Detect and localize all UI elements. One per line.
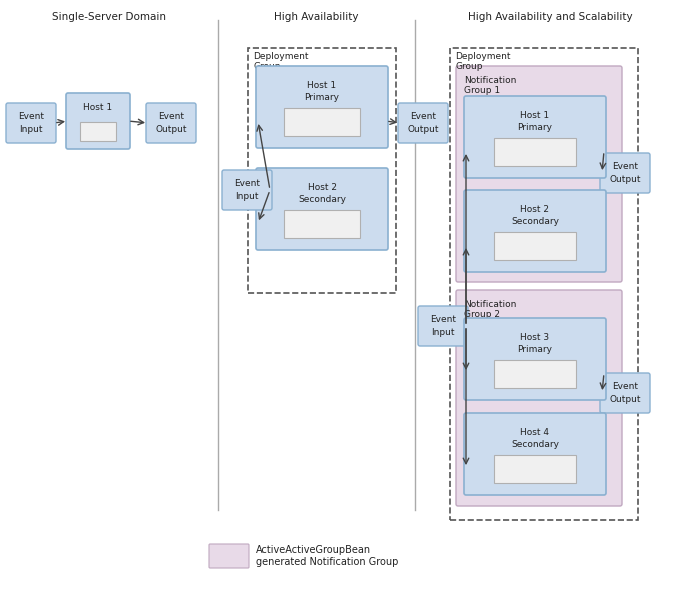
Text: Primary: Primary bbox=[305, 93, 339, 102]
Text: Notification: Notification bbox=[464, 300, 516, 309]
Text: ActiveActiveGroupBean
generated Notification Group: ActiveActiveGroupBean generated Notifica… bbox=[256, 545, 398, 567]
FancyBboxPatch shape bbox=[600, 153, 650, 193]
FancyBboxPatch shape bbox=[494, 138, 575, 167]
FancyBboxPatch shape bbox=[256, 168, 388, 250]
FancyBboxPatch shape bbox=[66, 93, 130, 149]
FancyBboxPatch shape bbox=[80, 122, 116, 140]
Text: Host 1: Host 1 bbox=[307, 81, 337, 89]
FancyBboxPatch shape bbox=[284, 210, 360, 238]
FancyBboxPatch shape bbox=[456, 66, 622, 282]
FancyBboxPatch shape bbox=[222, 170, 272, 210]
Text: Host 3: Host 3 bbox=[520, 333, 549, 342]
Text: Input: Input bbox=[235, 192, 259, 201]
Text: Primary: Primary bbox=[517, 123, 552, 132]
Text: Event: Event bbox=[18, 112, 44, 122]
Text: Single-Server Domain: Single-Server Domain bbox=[52, 12, 166, 22]
Text: Notification: Notification bbox=[464, 76, 516, 85]
FancyBboxPatch shape bbox=[146, 103, 196, 143]
Text: High Availability: High Availability bbox=[274, 12, 358, 22]
Text: Group 2: Group 2 bbox=[464, 310, 500, 319]
FancyBboxPatch shape bbox=[494, 232, 575, 260]
FancyBboxPatch shape bbox=[464, 413, 606, 495]
Text: Event: Event bbox=[612, 382, 638, 392]
Text: Primary: Primary bbox=[517, 345, 552, 354]
Text: Secondary: Secondary bbox=[511, 217, 559, 226]
Text: Input: Input bbox=[19, 125, 43, 134]
Text: Output: Output bbox=[407, 125, 439, 134]
Text: Secondary: Secondary bbox=[298, 195, 346, 204]
Text: Host 2: Host 2 bbox=[307, 182, 337, 192]
Text: Event: Event bbox=[410, 112, 436, 122]
Text: Host 2: Host 2 bbox=[520, 205, 549, 213]
FancyBboxPatch shape bbox=[418, 306, 468, 346]
FancyBboxPatch shape bbox=[464, 318, 606, 400]
Text: Output: Output bbox=[609, 174, 641, 184]
FancyBboxPatch shape bbox=[494, 455, 575, 483]
Bar bbox=[450, 48, 638, 520]
FancyBboxPatch shape bbox=[209, 544, 249, 568]
Text: Event: Event bbox=[430, 316, 456, 325]
Text: Event: Event bbox=[612, 162, 638, 171]
Text: Input: Input bbox=[431, 328, 455, 337]
FancyBboxPatch shape bbox=[456, 290, 622, 506]
FancyBboxPatch shape bbox=[398, 103, 448, 143]
Text: Host 1: Host 1 bbox=[84, 103, 113, 112]
FancyBboxPatch shape bbox=[464, 190, 606, 272]
Text: Deployment: Deployment bbox=[455, 52, 511, 61]
FancyBboxPatch shape bbox=[600, 373, 650, 413]
Text: Output: Output bbox=[609, 395, 641, 404]
Text: Secondary: Secondary bbox=[511, 440, 559, 449]
Bar bbox=[248, 48, 396, 293]
FancyBboxPatch shape bbox=[6, 103, 56, 143]
Text: High Availability and Scalability: High Availability and Scalability bbox=[468, 12, 632, 22]
FancyBboxPatch shape bbox=[256, 66, 388, 148]
Text: Group 1: Group 1 bbox=[464, 86, 500, 95]
Text: Host 4: Host 4 bbox=[520, 427, 549, 437]
Text: Event: Event bbox=[234, 179, 260, 188]
Text: Group: Group bbox=[253, 62, 280, 71]
FancyBboxPatch shape bbox=[464, 96, 606, 178]
Text: Host 1: Host 1 bbox=[520, 111, 549, 120]
Text: Deployment: Deployment bbox=[253, 52, 309, 61]
FancyBboxPatch shape bbox=[284, 108, 360, 136]
Text: Output: Output bbox=[155, 125, 187, 134]
Text: Group: Group bbox=[455, 62, 483, 71]
FancyBboxPatch shape bbox=[494, 360, 575, 389]
Text: Event: Event bbox=[158, 112, 184, 122]
